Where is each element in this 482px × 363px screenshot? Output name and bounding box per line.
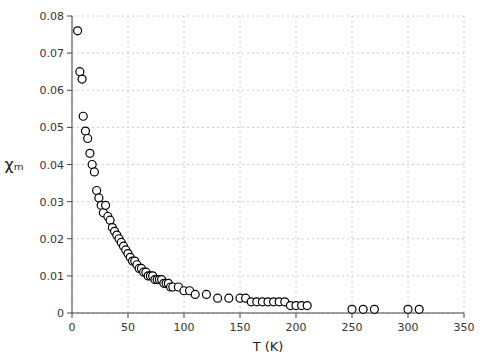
point (102, 201, 110, 209)
point (303, 302, 311, 310)
grid-line (72, 16, 464, 17)
grid-line (72, 201, 464, 202)
grid-line (72, 164, 464, 165)
tick-label: 0.02 (40, 233, 65, 246)
grid-line (240, 16, 241, 313)
tick-label: 50 (121, 321, 135, 334)
point (90, 168, 98, 176)
tick-label: 0 (69, 321, 76, 334)
tick-label: 250 (342, 321, 363, 334)
tick (67, 201, 72, 202)
tick (240, 313, 241, 318)
point (191, 290, 199, 298)
grid-line (72, 53, 464, 54)
y-axis-label: χₘ (4, 155, 23, 174)
tick (464, 313, 465, 318)
tick (67, 90, 72, 91)
point (106, 216, 114, 224)
point (404, 305, 412, 313)
tick (128, 313, 129, 318)
tick-label: 0.08 (40, 10, 65, 23)
tick-label: 100 (174, 321, 195, 334)
tick-label: 0.04 (40, 159, 65, 172)
point (79, 112, 87, 120)
tick-label: 0.06 (40, 84, 65, 97)
tick-label: 0.03 (40, 196, 65, 209)
tick (67, 53, 72, 54)
point (95, 194, 103, 202)
point (78, 75, 86, 83)
tick (67, 275, 72, 276)
tick (67, 16, 72, 17)
tick (67, 127, 72, 128)
tick (67, 238, 72, 239)
tick-label: 0.05 (40, 121, 65, 134)
tick-label: 300 (398, 321, 419, 334)
grid-line (296, 16, 297, 313)
point (86, 149, 94, 157)
tick (67, 313, 72, 314)
tick (67, 164, 72, 165)
points (74, 27, 424, 313)
point (415, 305, 423, 313)
grid (72, 16, 464, 313)
point (84, 135, 92, 143)
point (202, 290, 210, 298)
grid-line (72, 127, 464, 128)
tick (296, 313, 297, 318)
tick-label: 350 (454, 321, 475, 334)
chart: 0 50 100 150 200 250 300 350 0 0.01 0.02 0.03 0.04 0.… (0, 0, 482, 363)
axes: 0 50 100 150 200 250 300 350 0 0.01 0.02 0.03 0.04 0.… (40, 10, 475, 334)
tick (72, 313, 73, 318)
point (76, 68, 84, 76)
point (74, 27, 82, 35)
grid-line (72, 16, 73, 313)
point (359, 305, 367, 313)
grid-line (72, 90, 464, 91)
point (93, 186, 101, 194)
point (370, 305, 378, 313)
tick-label: 0.07 (40, 47, 65, 60)
point (214, 294, 222, 302)
tick-label: 150 (230, 321, 251, 334)
grid-line (72, 238, 464, 239)
x-axis-label: T (K) (252, 339, 284, 354)
grid-line (72, 275, 464, 276)
point (88, 161, 96, 169)
tick-label: 200 (286, 321, 307, 334)
y-axis-line (72, 16, 73, 313)
tick-label: 0 (57, 307, 64, 320)
point (225, 294, 233, 302)
point (348, 305, 356, 313)
tick-label: 0.01 (40, 270, 65, 283)
point (81, 127, 89, 135)
tick (184, 313, 185, 318)
